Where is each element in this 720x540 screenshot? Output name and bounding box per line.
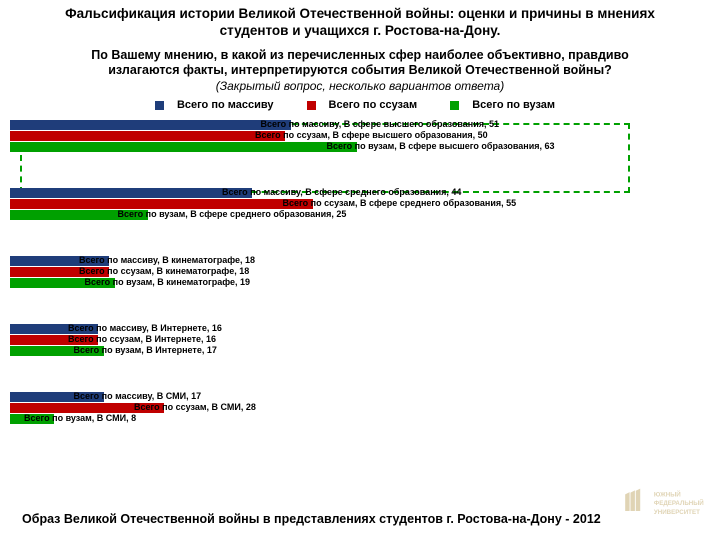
bar-data-label: Всего по вузам, В сфере высшего образова… — [327, 141, 555, 151]
chart-group: Всего по массиву, В СМИ, 17Всего по ссуз… — [10, 385, 710, 453]
chart-barset: Всего по массиву, В Интернете, 16Всего п… — [10, 323, 710, 357]
svg-text:УНИВЕРСИТЕТ: УНИВЕРСИТЕТ — [654, 509, 700, 516]
legend-mass: Всего по массиву — [155, 99, 284, 111]
chart-bar: Всего по массиву, В сфере среднего образ… — [10, 188, 252, 198]
bar-data-label: Всего по ссузам, В Интернете, 16 — [68, 334, 216, 344]
chart-barset: Всего по массиву, В сфере высшего образо… — [10, 119, 710, 153]
bar-data-label: Всего по массиву, В Интернете, 16 — [68, 323, 222, 333]
bar-data-label: Всего по массиву, В сфере среднего образ… — [222, 187, 461, 197]
chart-legend: Всего по массиву Всего по ссузам Всего п… — [0, 97, 720, 113]
page-title: Фальсификация истории Великой Отечествен… — [0, 0, 720, 44]
bar-data-label: Всего по ссузам, В СМИ, 28 — [134, 402, 256, 412]
swatch-ssuz — [307, 101, 316, 110]
svg-text:ЮЖНЫЙ: ЮЖНЫЙ — [654, 490, 681, 498]
chart-bar: Всего по вузам, В СМИ, 8 — [10, 414, 54, 424]
bar-data-label: Всего по ссузам, В сфере среднего образо… — [283, 198, 517, 208]
svg-text:ФЕДЕРАЛЬНЫЙ: ФЕДЕРАЛЬНЫЙ — [654, 499, 704, 507]
bar-data-label: Всего по ссузам, В сфере высшего образов… — [255, 130, 488, 140]
chart-bar: Всего по вузам, В кинематографе, 19 — [10, 278, 115, 288]
title-line2: студентов и учащихся г. Ростова-на-Дону. — [220, 23, 501, 38]
chart-group: Всего по массиву, В кинематографе, 18Все… — [10, 249, 710, 317]
swatch-mass — [155, 101, 164, 110]
chart-barset: Всего по массиву, В кинематографе, 18Все… — [10, 255, 710, 289]
bar-chart: Всего по массиву, В сфере высшего образо… — [10, 113, 710, 453]
chart-barset: Всего по массиву, В СМИ, 17Всего по ссуз… — [10, 391, 710, 425]
question-note: (Закрытый вопрос, несколько вариантов от… — [0, 79, 720, 97]
question-line2: излагаются факты, интерпретируются событ… — [108, 63, 612, 77]
bar-data-label: Всего по ссузам, В кинематографе, 18 — [79, 266, 249, 276]
question-text: По Вашему мнению, в какой из перечисленн… — [0, 44, 720, 79]
chart-group: Всего по массиву, В Интернете, 16Всего п… — [10, 317, 710, 385]
university-logo: ЮЖНЫЙ ФЕДЕРАЛЬНЫЙ УНИВЕРСИТЕТ — [616, 484, 706, 530]
chart-group: Всего по массиву, В сфере среднего образ… — [10, 181, 710, 249]
chart-bar: Всего по вузам, В сфере высшего образова… — [10, 142, 357, 152]
bar-data-label: Всего по вузам, В СМИ, 8 — [24, 413, 136, 423]
legend-vuz: Всего по вузам — [450, 99, 565, 111]
bar-data-label: Всего по массиву, В сфере высшего образо… — [261, 119, 500, 129]
chart-bar: Всего по массиву, В сфере высшего образо… — [10, 120, 291, 130]
footer-text: Образ Великой Отечественной войны в пред… — [22, 512, 601, 526]
chart-bar: Всего по вузам, В Интернете, 17 — [10, 346, 104, 356]
bar-data-label: Всего по вузам, В Интернете, 17 — [74, 345, 217, 355]
bar-data-label: Всего по вузам, В сфере среднего образов… — [118, 209, 347, 219]
chart-bar: Всего по вузам, В сфере среднего образов… — [10, 210, 148, 220]
chart-bar: Всего по массиву, В Интернете, 16 — [10, 324, 98, 334]
chart-bar: Всего по массиву, В СМИ, 17 — [10, 392, 104, 402]
bar-data-label: Всего по массиву, В кинематографе, 18 — [79, 255, 255, 265]
chart-bar: Всего по ссузам, В Интернете, 16 — [10, 335, 98, 345]
title-line1: Фальсификация истории Великой Отечествен… — [65, 6, 655, 21]
chart-bar: Всего по массиву, В кинематографе, 18 — [10, 256, 109, 266]
chart-barset: Всего по массиву, В сфере среднего образ… — [10, 187, 710, 221]
chart-bar: Всего по ссузам, В СМИ, 28 — [10, 403, 164, 413]
bar-data-label: Всего по массиву, В СМИ, 17 — [74, 391, 202, 401]
bar-data-label: Всего по вузам, В кинематографе, 19 — [85, 277, 251, 287]
chart-bar: Всего по ссузам, В сфере высшего образов… — [10, 131, 285, 141]
chart-bar: Всего по ссузам, В кинематографе, 18 — [10, 267, 109, 277]
swatch-vuz — [450, 101, 459, 110]
legend-ssuz: Всего по ссузам — [307, 99, 428, 111]
question-line1: По Вашему мнению, в какой из перечисленн… — [91, 48, 629, 62]
chart-group: Всего по массиву, В сфере высшего образо… — [10, 113, 710, 181]
chart-bar: Всего по ссузам, В сфере среднего образо… — [10, 199, 313, 209]
